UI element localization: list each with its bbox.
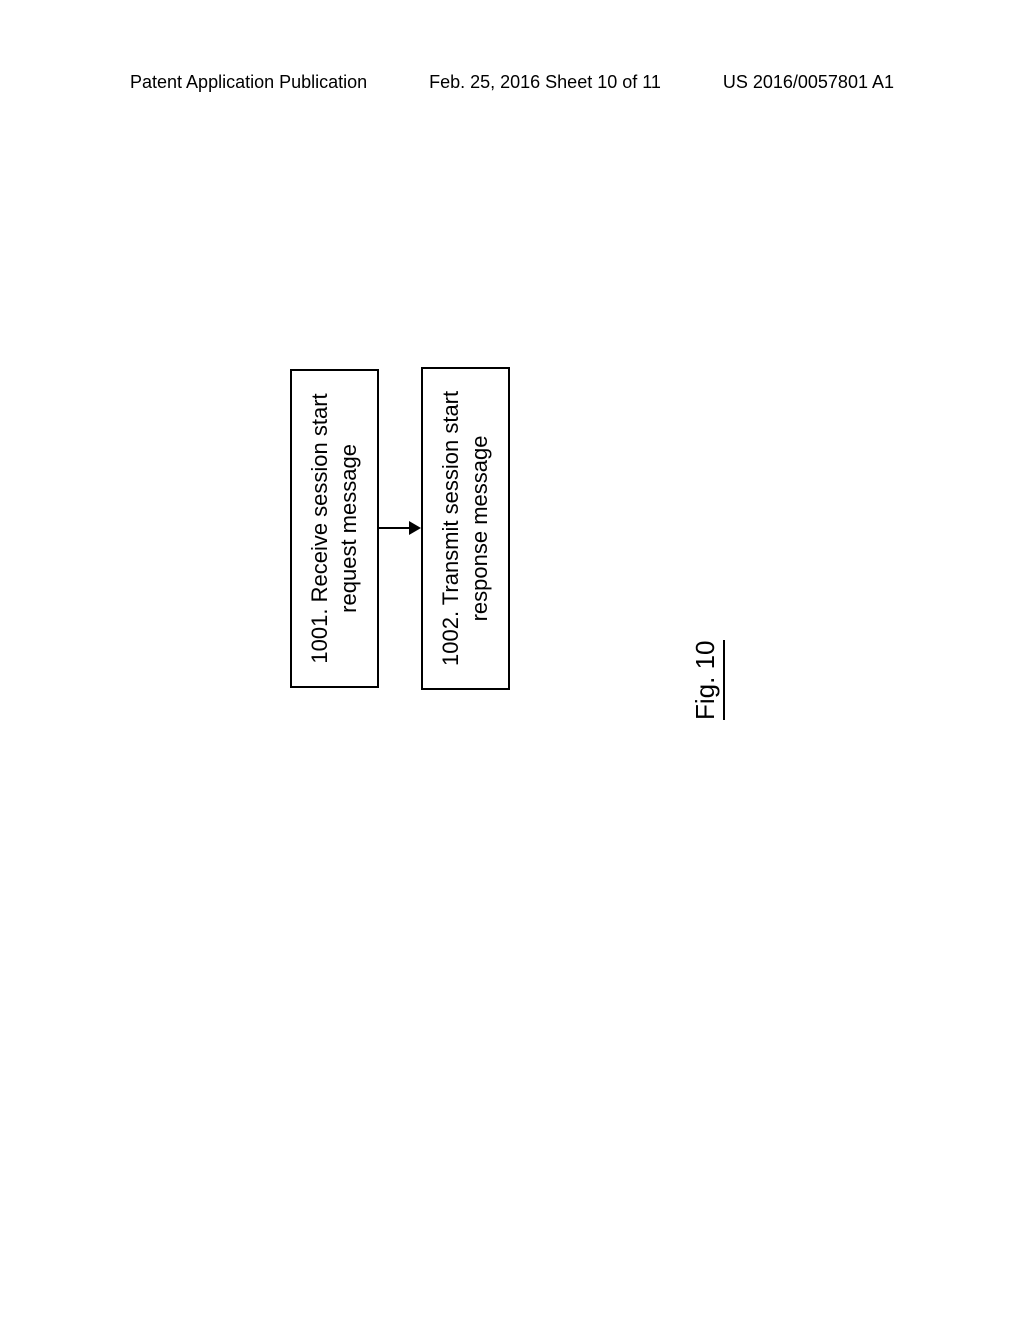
node-line1: 1001. Receive session start bbox=[306, 393, 335, 663]
flowchart: 1001. Receive session start request mess… bbox=[290, 367, 510, 690]
flowchart-node: 1001. Receive session start request mess… bbox=[290, 369, 379, 687]
node-line1: 1002. Transmit session start bbox=[437, 391, 466, 666]
node-line2: response message bbox=[466, 391, 495, 666]
flowchart-edge bbox=[379, 518, 421, 538]
arrow-down-icon bbox=[379, 518, 421, 538]
figure-area: 1001. Receive session start request mess… bbox=[0, 0, 1024, 1320]
flowchart-flow: 1001. Receive session start request mess… bbox=[290, 367, 510, 690]
figure-label: Fig. 10 bbox=[690, 641, 725, 721]
page: Patent Application Publication Feb. 25, … bbox=[0, 0, 1024, 1320]
node-line2: request message bbox=[335, 393, 364, 663]
flowchart-node: 1002. Transmit session start response me… bbox=[421, 367, 510, 690]
